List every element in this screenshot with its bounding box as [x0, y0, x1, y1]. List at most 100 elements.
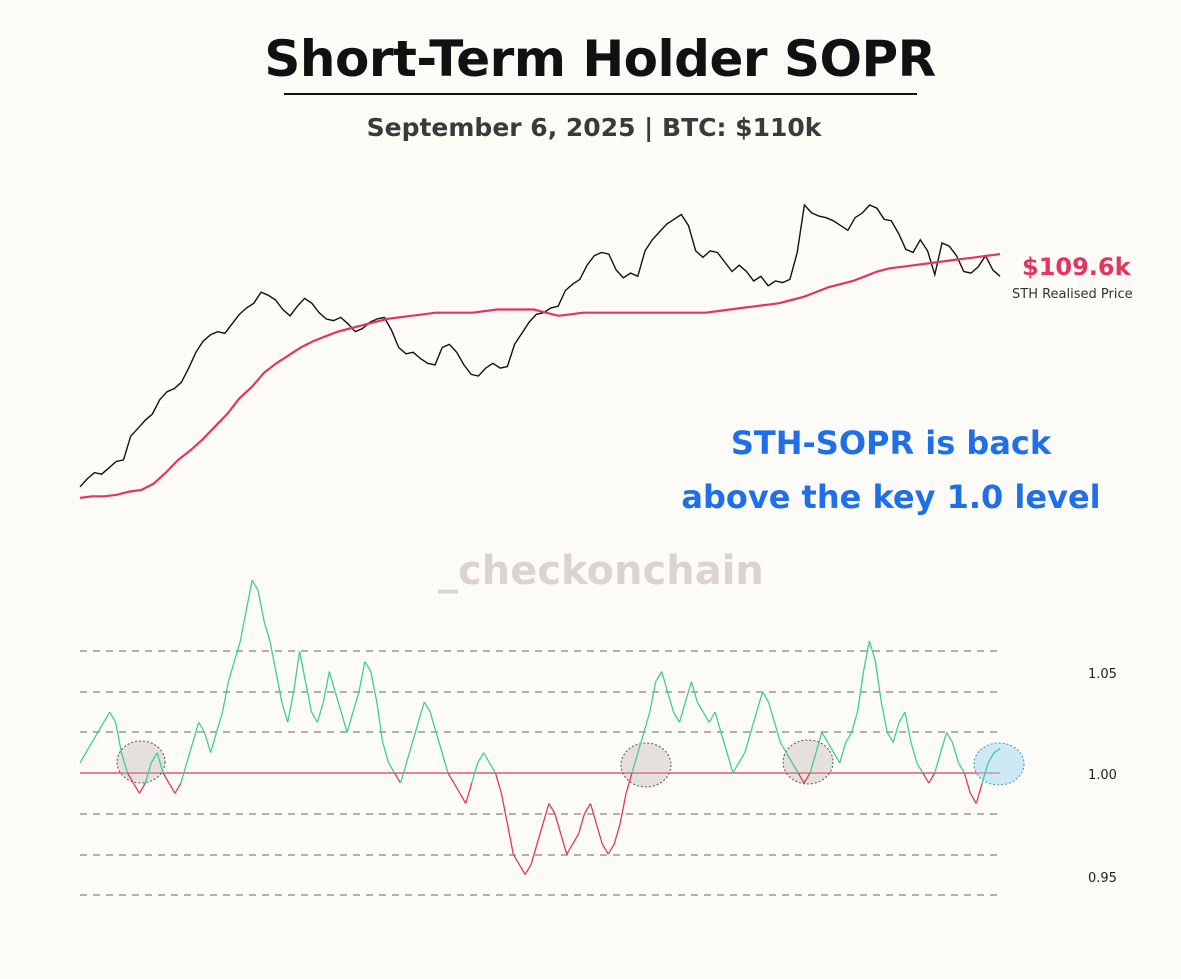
sopr-segment — [174, 782, 182, 794]
sopr-segment — [797, 772, 805, 784]
sopr-segment — [126, 772, 134, 784]
sopr-segment — [922, 772, 930, 784]
sopr-segment — [227, 661, 235, 682]
sopr-segment — [518, 864, 526, 875]
sopr-segment — [346, 711, 354, 733]
sopr-segment — [666, 691, 675, 713]
sopr-segment — [684, 681, 693, 703]
sopr-segment — [898, 711, 906, 723]
sopr-segment — [904, 711, 912, 743]
sopr-segment — [809, 752, 817, 774]
sopr-segment — [536, 823, 544, 845]
sopr-segment — [868, 640, 877, 662]
sopr-segment — [388, 762, 396, 774]
sopr-segment — [886, 732, 894, 743]
sopr-segment — [192, 722, 200, 743]
sopr-segment — [500, 793, 509, 824]
sopr-segment — [916, 762, 924, 774]
sopr-segment — [690, 681, 698, 703]
sopr-segment — [144, 762, 152, 784]
sopr-segment — [910, 742, 918, 764]
sopr-segment — [382, 742, 390, 764]
sopr-segment — [465, 782, 473, 804]
sopr-segment — [97, 721, 105, 733]
sopr-segment — [494, 772, 503, 794]
sopr-segment — [702, 711, 710, 723]
sopr-segment — [91, 732, 99, 743]
sopr-segment — [435, 732, 443, 753]
sopr-segment — [186, 742, 194, 764]
sopr-segment — [583, 803, 592, 814]
watermark-text: _checkonchain — [438, 548, 764, 594]
sopr-segment — [120, 752, 129, 774]
sopr-segment — [619, 793, 627, 824]
sopr-segment — [720, 732, 728, 753]
sopr-segment — [803, 772, 811, 784]
sopr-segment — [762, 691, 770, 703]
sopr-segment — [934, 752, 942, 774]
sopr-segment — [370, 671, 378, 703]
sopr-segment — [957, 762, 965, 774]
sopr-segment — [524, 864, 532, 875]
sopr-segment — [512, 853, 520, 865]
sopr-segment — [162, 772, 170, 784]
sopr-segment — [150, 752, 158, 764]
sopr-segment — [233, 640, 241, 662]
sopr-segment — [613, 823, 621, 845]
sopr-segment — [577, 813, 586, 835]
sopr-segment — [340, 711, 348, 733]
sopr-segment — [281, 701, 289, 723]
sopr-segment — [975, 782, 983, 804]
sopr-segment — [168, 782, 176, 794]
sopr-segment — [951, 742, 960, 764]
sopr-segment — [649, 681, 657, 713]
sopr-segment — [298, 651, 307, 682]
sopr-segment — [405, 742, 414, 764]
sopr-segment — [447, 772, 455, 784]
sopr-segment — [732, 762, 740, 774]
sopr-segment — [566, 843, 574, 855]
sopr-segment — [856, 671, 865, 713]
sopr-segment — [221, 681, 230, 713]
sopr-segment — [441, 752, 449, 774]
sopr-segment — [114, 722, 123, 753]
sopr-segment — [589, 803, 598, 824]
sopr-segment — [963, 772, 971, 794]
sopr-segment — [880, 701, 888, 733]
sopr-segment — [839, 742, 847, 764]
sopr-segment — [791, 762, 799, 774]
sopr-segment — [138, 782, 146, 794]
sopr-segment — [696, 701, 704, 713]
sopr-segment — [708, 711, 716, 723]
annotation-line-1: STH-SOPR is back — [731, 424, 1052, 462]
sopr-segment — [417, 701, 425, 723]
sopr-segment — [85, 742, 93, 754]
sopr-segment — [625, 772, 633, 794]
sopr-segment — [767, 701, 776, 723]
sopr-segment — [773, 722, 782, 743]
sopr-segment — [364, 661, 372, 672]
sopr-segment — [376, 701, 384, 743]
sopr-segment — [862, 640, 871, 672]
sopr-segment — [132, 782, 140, 794]
sopr-segment — [750, 711, 758, 733]
sopr-segment — [322, 671, 330, 703]
annotation-line-2: above the key 1.0 level — [681, 478, 1100, 516]
sopr-segment — [637, 732, 645, 753]
btc-price-line — [79, 203, 1001, 488]
sopr-segment — [477, 752, 485, 764]
sopr-segment — [239, 610, 247, 642]
sopr-segment — [257, 590, 265, 621]
sopr-segment — [269, 640, 277, 672]
sopr-segment — [310, 711, 318, 723]
sopr-segment — [850, 711, 859, 733]
sopr-segment — [939, 732, 948, 753]
sopr-segment — [981, 762, 989, 784]
sopr-segment — [892, 722, 900, 743]
sopr-segment — [827, 742, 835, 754]
sopr-segment — [779, 742, 787, 754]
sopr-segment — [394, 772, 402, 784]
sopr-segment — [156, 752, 164, 774]
highlight-circle — [782, 739, 834, 785]
sopr-segment — [744, 732, 752, 753]
